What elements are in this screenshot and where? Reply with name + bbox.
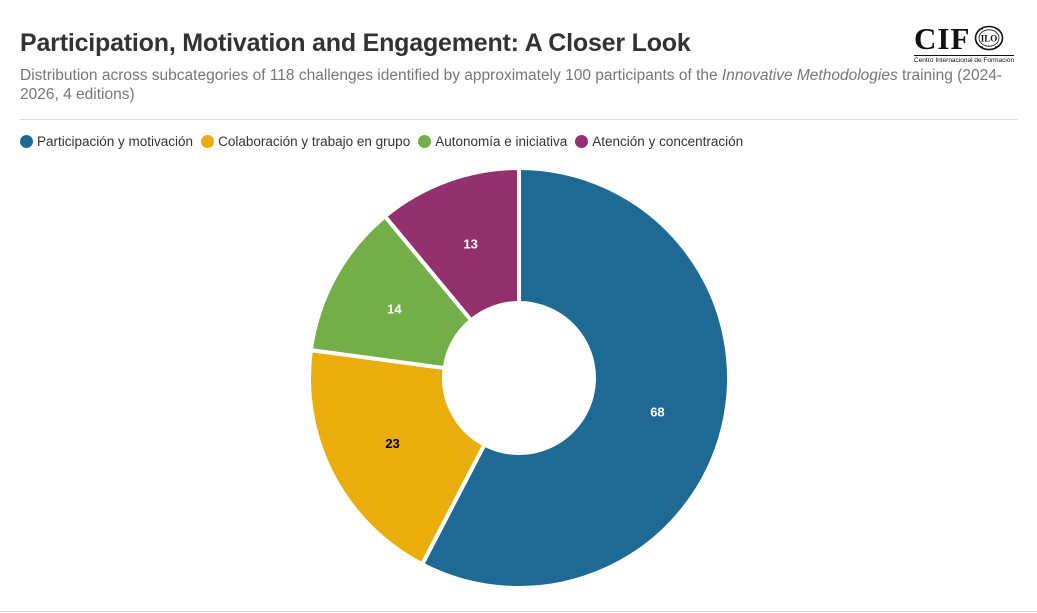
header-divider (20, 119, 1018, 120)
legend-item[interactable]: Autonomía e iniciativa (418, 134, 567, 149)
chart-subtitle: Distribution across subcategories of 118… (20, 66, 1015, 104)
legend-swatch (575, 135, 589, 148)
donut-slice[interactable] (307, 348, 487, 567)
logo-text: CIF (914, 21, 971, 56)
legend-swatch (201, 135, 215, 148)
subtitle-text-after: training (2024-2026, 4 editions) (20, 67, 1002, 103)
legend-label: Autonomía e iniciativa (435, 134, 568, 149)
legend-item[interactable]: Atención y concentración (575, 134, 743, 149)
chart-header: Participation, Motivation and Engagement… (20, 28, 1020, 104)
donut-slice[interactable] (420, 166, 731, 590)
logo-tagline: Centro Internacional de Formación (914, 55, 1015, 64)
ilo-seal-icon: ILO (974, 25, 1004, 51)
legend-label: Atención y concentración (592, 134, 744, 149)
footer-divider (0, 611, 1037, 612)
legend-label: Colaboración y trabajo en grupo (218, 134, 411, 149)
chart-legend: Participación y motivación Colaboración y… (20, 134, 751, 149)
slice-value-label: 23 (385, 436, 399, 451)
legend-item[interactable]: Participación y motivación (20, 134, 193, 149)
slice-value-label: 13 (463, 236, 477, 251)
legend-label: Participación y motivación (37, 134, 194, 149)
subtitle-text-before: Distribution across subcategories of 118… (20, 67, 722, 84)
cif-logo: CIF ILO Centro Internacional de Formació… (914, 21, 1015, 68)
subtitle-text-italic: Innovative Methodologies (721, 67, 898, 84)
donut-slice[interactable] (308, 214, 474, 371)
legend-swatch (20, 135, 33, 148)
logo-seal-text: ILO (981, 34, 998, 44)
slice-value-label: 68 (650, 404, 664, 419)
chart-title: Participation, Motivation and Engagement… (20, 29, 691, 57)
legend-item[interactable]: Colaboración y trabajo en grupo (201, 134, 410, 149)
legend-swatch (418, 135, 432, 148)
donut-chart: 68 23 14 13 (307, 166, 731, 590)
slice-value-label: 14 (387, 301, 402, 316)
donut-slice[interactable] (382, 166, 521, 323)
